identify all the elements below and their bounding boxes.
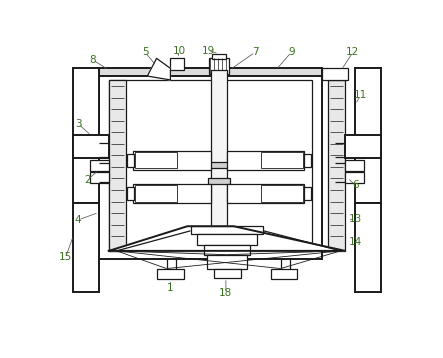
- Bar: [271, 268, 298, 279]
- Bar: [74, 203, 99, 292]
- Bar: [227, 151, 304, 170]
- Bar: [156, 268, 183, 279]
- Bar: [135, 152, 177, 169]
- Bar: [208, 162, 230, 169]
- Text: 10: 10: [173, 46, 186, 55]
- Bar: [99, 70, 322, 258]
- Text: 2: 2: [84, 175, 91, 185]
- Text: 12: 12: [346, 47, 360, 57]
- Text: 14: 14: [349, 237, 362, 247]
- Text: 3: 3: [75, 119, 82, 129]
- Bar: [74, 68, 99, 203]
- Bar: [89, 172, 109, 183]
- Bar: [89, 160, 109, 171]
- Bar: [345, 160, 365, 171]
- Bar: [211, 70, 227, 248]
- Bar: [209, 58, 229, 74]
- Bar: [227, 184, 304, 203]
- Bar: [303, 154, 311, 167]
- Text: 15: 15: [59, 252, 72, 262]
- Bar: [260, 152, 303, 169]
- Bar: [74, 135, 109, 159]
- Bar: [197, 234, 257, 246]
- Text: 13: 13: [349, 213, 362, 223]
- Bar: [260, 185, 303, 202]
- Bar: [127, 154, 134, 167]
- Bar: [204, 246, 250, 255]
- Text: 9: 9: [288, 47, 295, 57]
- Bar: [109, 80, 312, 251]
- Bar: [214, 268, 241, 278]
- Bar: [345, 172, 365, 183]
- Bar: [109, 80, 126, 251]
- Polygon shape: [148, 58, 171, 80]
- Bar: [191, 226, 263, 234]
- Text: 7: 7: [252, 47, 258, 57]
- Text: 11: 11: [354, 90, 367, 100]
- Bar: [328, 80, 345, 251]
- Bar: [212, 54, 226, 59]
- Bar: [207, 255, 247, 268]
- Text: 1: 1: [167, 283, 174, 293]
- Bar: [355, 68, 381, 203]
- Bar: [135, 185, 177, 202]
- Bar: [303, 187, 311, 200]
- Bar: [99, 68, 322, 76]
- Text: 8: 8: [89, 55, 96, 65]
- Text: 6: 6: [352, 180, 358, 190]
- Bar: [208, 178, 230, 184]
- Bar: [345, 135, 381, 159]
- Text: 18: 18: [219, 288, 233, 298]
- Text: 19: 19: [202, 46, 215, 55]
- Text: 5: 5: [142, 47, 148, 57]
- Bar: [133, 184, 211, 203]
- Text: 4: 4: [75, 215, 82, 225]
- Bar: [127, 187, 134, 200]
- Bar: [355, 203, 381, 292]
- Bar: [171, 58, 184, 70]
- Bar: [322, 68, 348, 80]
- Bar: [133, 151, 211, 170]
- Polygon shape: [109, 226, 345, 251]
